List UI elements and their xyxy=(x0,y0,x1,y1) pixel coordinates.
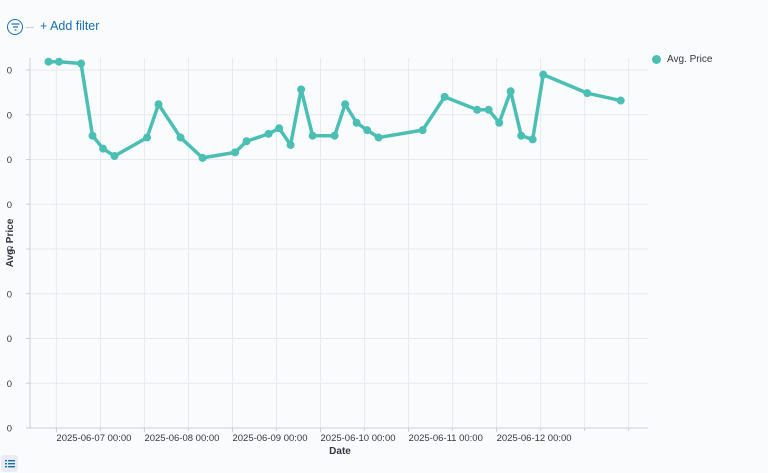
data-point xyxy=(110,152,119,161)
data-point xyxy=(374,133,383,142)
chart-axes: 0 0 0 0 0 0 0 0 0 2025-06-07 00:00 2025-06-08 00:0… xyxy=(7,58,648,444)
data-point xyxy=(363,126,372,135)
data-point xyxy=(341,100,350,109)
filter-separator xyxy=(26,27,34,28)
data-point xyxy=(176,133,185,142)
data-point xyxy=(352,118,361,127)
x-tick-label: 2025-06-08 00:00 xyxy=(144,433,219,444)
data-point xyxy=(275,124,284,133)
data-point xyxy=(506,87,515,96)
y-tick-label: 0 xyxy=(7,245,12,256)
chart-series xyxy=(44,57,625,162)
data-point xyxy=(55,57,64,66)
data-point xyxy=(99,144,108,153)
data-point xyxy=(198,153,207,162)
data-point xyxy=(418,126,427,135)
data-point xyxy=(484,105,493,114)
filter-funnel-icon xyxy=(11,23,19,31)
list-icon xyxy=(4,460,15,468)
data-point xyxy=(154,100,163,109)
legend-label: Avg. Price xyxy=(667,54,713,65)
data-point xyxy=(528,135,537,144)
data-point xyxy=(231,148,240,157)
data-point xyxy=(88,131,97,140)
data-point xyxy=(539,70,548,79)
data-point xyxy=(286,140,295,149)
legend-color-dot xyxy=(652,55,661,64)
data-point xyxy=(440,92,449,101)
data-point xyxy=(517,131,526,140)
filter-icon[interactable] xyxy=(7,19,23,35)
y-tick-label: 0 xyxy=(7,110,12,121)
y-tick-label: 0 xyxy=(7,200,12,211)
y-tick-label: 0 xyxy=(7,424,12,435)
x-tick-label: 2025-06-12 00:00 xyxy=(497,433,572,444)
y-axis-label: Avg. Price xyxy=(5,218,16,267)
x-axis-label: Date xyxy=(329,446,351,457)
data-point xyxy=(297,85,306,94)
data-point xyxy=(264,129,273,138)
y-tick-label: 0 xyxy=(7,289,12,300)
data-point xyxy=(308,131,317,140)
x-tick-label: 2025-06-07 00:00 xyxy=(56,433,131,444)
y-tick-label: 0 xyxy=(7,155,12,166)
chart-grid xyxy=(30,58,648,428)
data-point xyxy=(495,118,504,127)
y-tick-label: 0 xyxy=(7,66,12,77)
data-point xyxy=(616,96,625,105)
data-point xyxy=(242,137,251,146)
data-point xyxy=(143,133,152,142)
y-tick-label: 0 xyxy=(7,334,12,345)
series-line xyxy=(46,59,623,160)
x-tick-label: 2025-06-10 00:00 xyxy=(321,433,396,444)
y-tick-label: 0 xyxy=(7,379,12,390)
data-point xyxy=(44,57,53,66)
data-point xyxy=(473,105,482,114)
x-tick-label: 2025-06-09 00:00 xyxy=(232,433,307,444)
filter-bar: + Add filter xyxy=(0,14,768,42)
legend-toggle-button[interactable] xyxy=(1,455,18,472)
x-tick-label: 2025-06-11 00:00 xyxy=(409,433,483,444)
data-point xyxy=(330,131,339,140)
data-point xyxy=(77,59,86,68)
data-point xyxy=(583,89,592,98)
legend-item-avg-price[interactable]: Avg. Price xyxy=(652,54,712,65)
add-filter-button[interactable]: + Add filter xyxy=(40,19,100,33)
